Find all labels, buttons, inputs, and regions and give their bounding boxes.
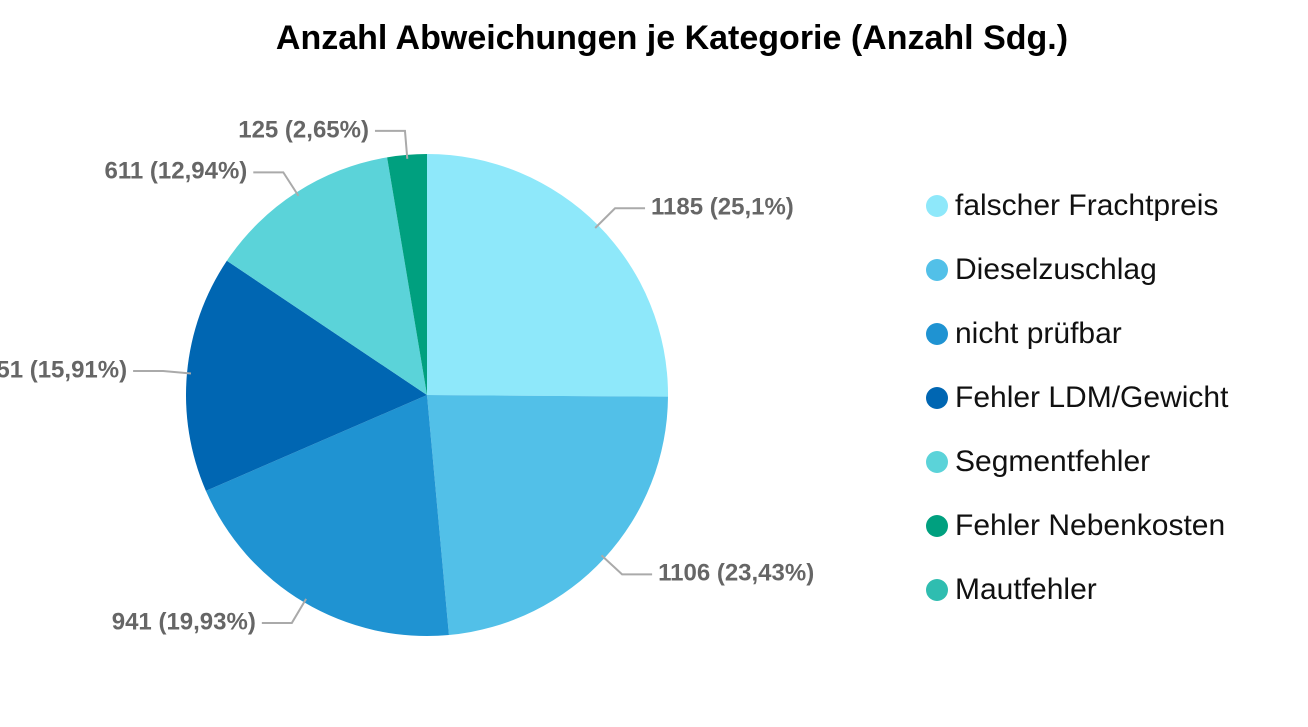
legend-marker (926, 579, 948, 601)
legend-marker (926, 259, 948, 281)
data-label: 941 (19,93%) (112, 608, 256, 635)
leader-line (374, 129, 409, 159)
pie-slice (427, 154, 669, 397)
data-label: 125 (2,65%) (238, 116, 369, 143)
data-label: 1106 (23,43%) (658, 560, 814, 587)
data-label: 611 (12,94%) (105, 158, 248, 185)
legend-label: Segmentfehler (955, 445, 1150, 478)
pie-slice (387, 154, 427, 395)
legend-marker (926, 195, 948, 217)
pie-slice (185, 260, 427, 491)
data-label: 751 (15,91%) (0, 356, 127, 383)
pie-slice (427, 395, 668, 635)
legend-label: Fehler LDM/Gewicht (955, 381, 1229, 414)
leader-line (253, 171, 300, 197)
leader-line (594, 207, 646, 229)
data-label: 1185 (25,1%) (651, 194, 794, 221)
legend-marker (926, 515, 948, 537)
legend-label: falscher Frachtpreis (955, 189, 1218, 222)
leader-line (133, 369, 192, 375)
chart-title: Anzahl Abweichungen je Kategorie (Anzahl… (276, 19, 1068, 57)
legend-marker (926, 387, 948, 409)
pie-slice (226, 157, 427, 395)
legend-label: Fehler Nebenkosten (955, 509, 1225, 542)
legend-label: nicht prüfbar (955, 317, 1122, 350)
leader-line (261, 598, 307, 624)
pie-slice (205, 395, 449, 637)
legend-marker (926, 451, 948, 473)
legend-label: Mautfehler (955, 573, 1097, 606)
legend-label: Dieselzuschlag (955, 253, 1157, 286)
leader-line (600, 554, 653, 576)
legend-marker (926, 323, 948, 345)
